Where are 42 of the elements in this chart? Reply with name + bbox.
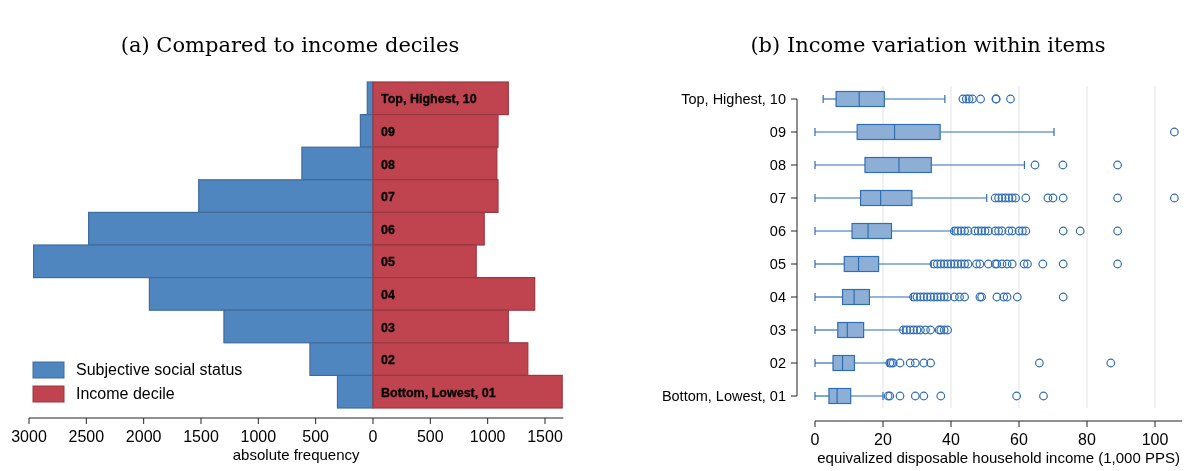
y-tick-label: 02 xyxy=(769,355,786,371)
y-tick-label: 04 xyxy=(381,287,395,302)
x-tick-label: 500 xyxy=(302,428,330,445)
y-tick-label: 04 xyxy=(769,289,786,305)
x-tick-label: 2500 xyxy=(68,428,105,445)
y-tick-label: 03 xyxy=(769,322,786,338)
x-tick-label: 1000 xyxy=(469,428,506,445)
y-tick-label: 03 xyxy=(381,320,395,335)
y-tick-label: 09 xyxy=(769,124,786,140)
x-tick-label: 20 xyxy=(874,431,892,448)
x-tick-label: 60 xyxy=(1010,431,1028,448)
y-tick-label: 06 xyxy=(769,223,786,239)
y-tick-label: Bottom, Lowest, 01 xyxy=(381,385,496,400)
x-tick-label: 500 xyxy=(416,428,444,445)
x-tick-label: 80 xyxy=(1078,431,1096,448)
y-tick-label: Top, Highest, 10 xyxy=(381,92,477,107)
y-tick-label: 07 xyxy=(381,190,395,205)
x-tick-label: 1500 xyxy=(527,428,563,445)
x-tick-label: 100 xyxy=(1141,431,1169,448)
y-tick-label: 08 xyxy=(381,157,395,172)
x-tick-label: 1500 xyxy=(183,428,219,445)
x-tick-label: 0 xyxy=(810,431,820,448)
y-tick-label: 06 xyxy=(381,222,395,237)
legend-label: Income decile xyxy=(76,385,175,402)
chart-title: (b) Income variation within items xyxy=(750,33,1106,57)
y-tick-label: 09 xyxy=(381,124,395,139)
y-tick-label: 07 xyxy=(769,190,786,206)
x-tick-label: 0 xyxy=(368,428,378,445)
y-tick-label: Bottom, Lowest, 01 xyxy=(661,388,786,404)
x-axis-title: absolute frequency xyxy=(232,446,361,463)
x-tick-label: 1000 xyxy=(240,428,277,445)
x-tick-label: 40 xyxy=(942,431,960,448)
y-tick-label: 08 xyxy=(769,157,786,173)
legend-label: Subjective social status xyxy=(76,361,243,378)
x-tick-label: 3000 xyxy=(11,428,47,445)
y-tick-label: 05 xyxy=(381,255,395,270)
y-tick-label: Top, Highest, 10 xyxy=(681,91,786,107)
y-tick-label: 02 xyxy=(381,353,395,368)
x-axis-title: equivalized disposable household income (1,000 PPS) xyxy=(817,449,1180,466)
x-tick-label: 2000 xyxy=(125,428,162,445)
y-tick-label: 05 xyxy=(769,256,786,272)
chart-title: (a) Compared to income deciles xyxy=(120,33,460,57)
